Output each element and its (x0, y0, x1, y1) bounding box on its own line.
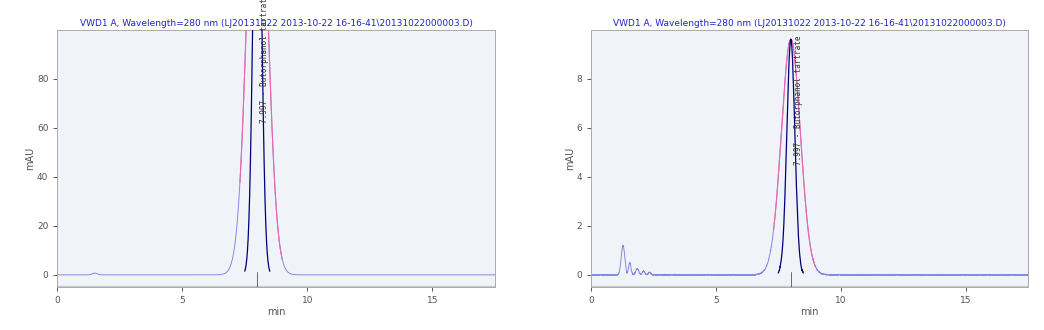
Text: 7.997 - Butorphanol tartrate: 7.997 - Butorphanol tartrate (260, 0, 269, 123)
Y-axis label: mAU: mAU (565, 147, 575, 170)
Bar (57, 286, 495, 287)
Title: VWD1 A, Wavelength=280 nm (LJ20131022 2013-10-22 16-16-41\20131022000003.D): VWD1 A, Wavelength=280 nm (LJ20131022 20… (613, 18, 1006, 27)
Title: VWD1 A, Wavelength=280 nm (LJ20131022 2013-10-22 16-16-41\20131022000003.D): VWD1 A, Wavelength=280 nm (LJ20131022 20… (79, 18, 473, 27)
Y-axis label: mAU: mAU (25, 147, 35, 170)
Text: 7.997 - Butorphanol tartrate: 7.997 - Butorphanol tartrate (793, 35, 803, 165)
X-axis label: min: min (267, 307, 285, 316)
X-axis label: min: min (801, 307, 818, 316)
Bar (591, 286, 1028, 287)
